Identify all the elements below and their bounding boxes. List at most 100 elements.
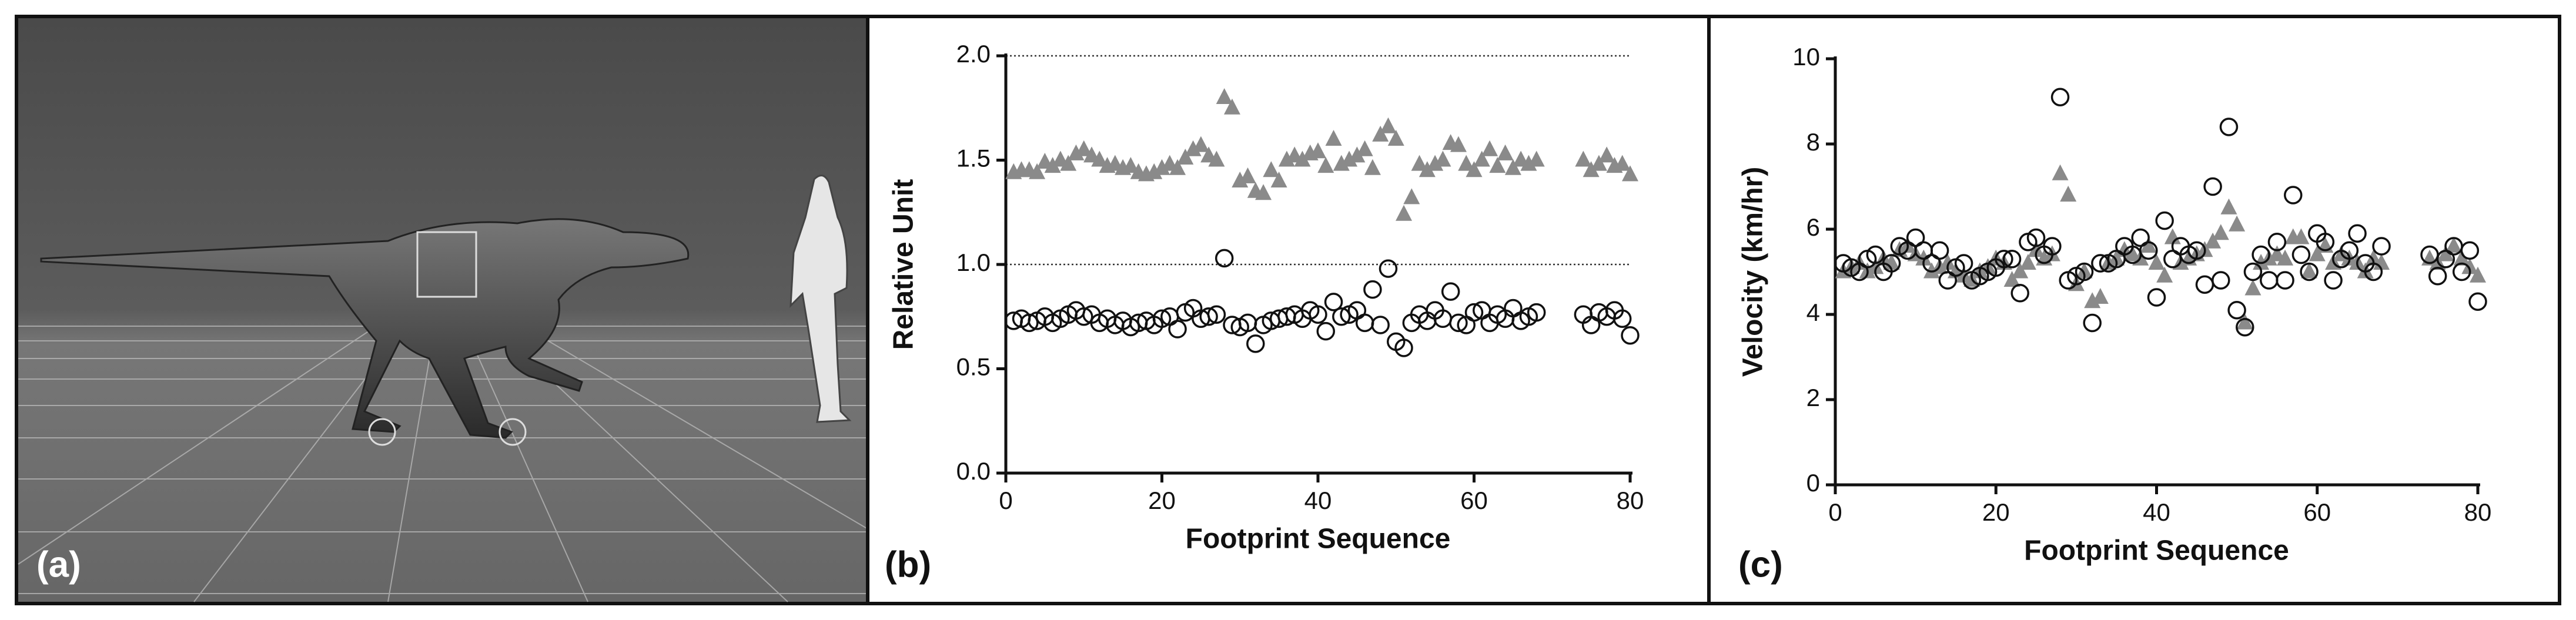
circle-point: [1215, 249, 1234, 268]
triangle-point: [1333, 155, 1350, 171]
circle-point: [2026, 228, 2046, 247]
foot-marker: [499, 418, 527, 446]
circle-point: [1168, 320, 1187, 339]
circle-point: [2260, 271, 2279, 290]
triangle-point: [1270, 172, 1287, 187]
triangle-point: [1481, 140, 1498, 156]
circle-point: [1441, 282, 1460, 301]
triangle-point: [2028, 241, 2045, 257]
triangle-point: [1349, 146, 1366, 163]
y-tick-label: 1.5: [956, 145, 991, 172]
circle-point: [2083, 313, 2102, 333]
triangle-point: [1380, 117, 1397, 133]
triangle-point: [1411, 155, 1428, 171]
triangle-point: [2156, 266, 2173, 283]
triangle-point: [2076, 262, 2093, 279]
triangle-point: [2052, 164, 2069, 180]
panel-label: (b): [885, 544, 931, 585]
triangle-point: [2060, 186, 2077, 202]
triangle-point: [1325, 130, 1342, 146]
triangle-point: [1310, 142, 1326, 159]
triangle-point: [1216, 88, 1233, 104]
triangle-point: [1590, 155, 1607, 171]
triangle-point: [1473, 150, 1490, 167]
triangle-point: [1372, 125, 1389, 142]
circle-point: [1612, 309, 1632, 329]
circle-point: [2236, 318, 2254, 337]
triangle-point: [1153, 159, 1170, 175]
circle-point: [2300, 262, 2319, 281]
measure-box: [416, 231, 477, 298]
triangle-point: [2204, 232, 2222, 249]
circle-point: [1207, 305, 1226, 324]
panel-label: (a): [36, 544, 81, 585]
dinosaur: [40, 218, 690, 439]
triangle-point: [1278, 150, 1295, 167]
circle-point: [2147, 288, 2166, 307]
y-tick-label: 2.0: [956, 40, 991, 68]
triangle-point: [1923, 262, 1940, 279]
x-tick-label: 0: [999, 487, 1012, 514]
circle-point: [2452, 262, 2471, 281]
triangle-point: [1450, 136, 1467, 152]
render-panel: (a): [18, 18, 868, 602]
triangle-point: [1263, 161, 1280, 177]
triangle-point: [1169, 159, 1186, 175]
x-axis-title: Footprint Sequence: [2024, 535, 2289, 567]
triangle-point: [1185, 140, 1202, 156]
circle-point: [2324, 271, 2343, 290]
circle-point: [1954, 254, 1973, 273]
circle-point: [1075, 307, 1093, 326]
triangle-point: [2373, 254, 2390, 270]
triangle-point: [1528, 150, 1545, 167]
triangle-point: [2253, 254, 2270, 270]
circle-point: [2139, 241, 2158, 260]
triangle-point: [1458, 155, 1475, 171]
triangle-point: [2437, 245, 2454, 262]
triangle-point: [1192, 136, 1209, 152]
x-tick-label: 80: [1617, 487, 1644, 514]
triangle-point: [2140, 237, 2157, 253]
circle-point: [2284, 186, 2303, 205]
triangle-point: [1434, 150, 1451, 167]
circle-point: [1866, 245, 1885, 264]
circle-point: [1379, 259, 1398, 278]
triangle-point: [2453, 249, 2470, 266]
circle-point: [2291, 245, 2311, 264]
y-tick-label: 1.0: [956, 249, 991, 276]
circle-point: [1882, 254, 1901, 273]
triangle-point: [2019, 254, 2036, 270]
circle-point: [2002, 250, 2022, 269]
circle-point: [2364, 262, 2383, 281]
circle-point: [1020, 313, 1039, 333]
circle-point: [1152, 309, 1172, 329]
x-tick-label: 20: [1148, 487, 1176, 514]
triangle-point: [1466, 161, 1483, 177]
triangle-point: [1075, 140, 1092, 156]
triangle-point: [1598, 146, 1615, 163]
triangle-point: [1044, 157, 1061, 173]
triangle-point: [1364, 159, 1381, 175]
circle-point: [1316, 321, 1336, 341]
y-tick-label: 0: [1806, 469, 1820, 497]
x-tick-label: 40: [1304, 487, 1332, 514]
triangle-point: [1255, 184, 1272, 200]
triangle-point: [2301, 262, 2318, 279]
circle-point: [1363, 280, 1382, 299]
foot-marker: [368, 418, 396, 446]
x-tick-label: 60: [2303, 498, 2331, 526]
circle-point: [2428, 267, 2447, 286]
triangle-point: [1883, 254, 1900, 270]
triangle-point: [1489, 157, 1506, 173]
human-figure: [789, 175, 852, 423]
circle-point: [1995, 250, 2013, 269]
circle-point: [1930, 241, 1949, 260]
triangle-point: [2277, 249, 2294, 266]
circle-point: [2267, 233, 2287, 252]
triangle-point: [1068, 144, 1085, 160]
y-tick-label: 10: [1792, 43, 1820, 71]
x-tick-label: 40: [2143, 498, 2170, 526]
circle-point: [2010, 284, 2029, 303]
triangle-point: [2229, 215, 2246, 232]
circle-point: [2050, 88, 2070, 106]
